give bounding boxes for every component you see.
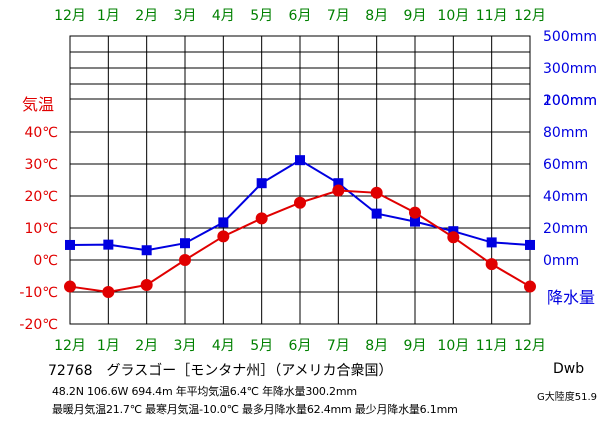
temperature-point [64, 280, 76, 293]
temperature-point [255, 212, 268, 225]
month-labels-bottom: 12月 1月 2月 3月 4月 5月 6月 7月 8月 9月 10月 11月 12月 [54, 338, 546, 354]
month-label-top: 5月 [250, 8, 273, 24]
continentality-index: G大陸度51.9 [537, 392, 598, 403]
temperature-tick-labels: 40℃ 30℃ 20℃ 10℃ 0℃ -10℃ -20℃ [19, 125, 58, 333]
precipitation-point [448, 226, 459, 237]
month-label-top: 10月 [437, 8, 469, 24]
temperature-point [332, 184, 345, 197]
month-label-bottom: 10月 [437, 338, 469, 354]
precipitation-point [103, 239, 114, 250]
precipitation-tick-label: 100mm [543, 93, 597, 109]
precipitation-tick-label: 300mm [543, 61, 597, 77]
month-label-top: 4月 [212, 8, 235, 24]
month-label-top: 8月 [365, 8, 388, 24]
station-stats-line2: 最暖月気温21.7℃ 最寒月気温-10.0℃ 最多月降水量62.4mm 最少月降… [52, 403, 458, 416]
month-label-bottom: 5月 [250, 338, 273, 354]
precipitation-tick-label: 500mm [543, 29, 597, 45]
month-label-bottom: 7月 [327, 338, 350, 354]
temperature-tick-label: 0℃ [33, 253, 58, 269]
month-label-top: 12月 [54, 8, 86, 24]
temperature-point [140, 278, 153, 291]
temperature-point [447, 231, 460, 244]
precipitation-point [180, 238, 190, 249]
month-label-top: 7月 [327, 8, 350, 24]
month-label-bottom: 3月 [174, 338, 197, 354]
climate-classification: Dwb [553, 361, 585, 377]
month-label-bottom: 9月 [404, 338, 427, 354]
precipitation-point [333, 178, 344, 189]
precipitation-tick-label: 20mm [543, 221, 588, 237]
temperature-axis-title: 気温 [22, 95, 54, 114]
month-label-top: 12月 [514, 8, 546, 24]
precipitation-tick-label: 60mm [543, 157, 588, 173]
month-label-bottom: 11月 [476, 338, 508, 354]
month-label-top: 1月 [97, 8, 120, 24]
temperature-tick-label: -20℃ [19, 317, 58, 333]
temperature-point [370, 186, 383, 199]
month-label-bottom: 1月 [97, 338, 120, 354]
month-label-top: 11月 [476, 8, 508, 24]
month-label-top: 2月 [135, 8, 158, 24]
temperature-tick-label: 20℃ [24, 189, 58, 205]
temperature-point [294, 196, 306, 209]
precipitation-point [295, 155, 305, 166]
temperature-tick-label: 30℃ [24, 157, 58, 173]
month-label-bottom: 4月 [212, 338, 235, 354]
precipitation-point [141, 245, 152, 256]
precipitation-point [410, 216, 420, 227]
temperature-tick-label: -10℃ [19, 285, 58, 301]
temperature-point [409, 206, 421, 219]
temperature-point [217, 230, 230, 243]
month-label-bottom: 2月 [135, 338, 158, 354]
month-label-top: 9月 [404, 8, 427, 24]
month-labels-top: 12月 1月 2月 3月 4月 5月 6月 7月 8月 9月 10月 11月 12月 [54, 8, 546, 24]
temperature-point [524, 280, 536, 293]
precipitation-point [256, 178, 267, 189]
temperature-point [485, 258, 498, 271]
temperature-series [64, 184, 536, 298]
month-label-bottom: 12月 [514, 338, 546, 354]
precipitation-point [218, 217, 229, 228]
month-label-bottom: 6月 [289, 338, 312, 354]
month-label-bottom: 8月 [365, 338, 388, 354]
month-label-top: 3月 [174, 8, 197, 24]
precipitation-point [65, 239, 75, 250]
precipitation-point [486, 237, 497, 248]
precipitation-series [65, 155, 535, 256]
precipitation-axis-title: 降水量 [547, 288, 595, 307]
precipitation-point [371, 208, 382, 219]
precipitation-tick-label: 0mm [543, 253, 579, 269]
month-label-bottom: 12月 [54, 338, 86, 354]
precipitation-tick-label: 40mm [543, 189, 588, 205]
station-name: 72768 グラスゴー［モンタナ州］（アメリカ合衆国） [48, 363, 393, 379]
temperature-point [102, 286, 115, 298]
precipitation-tick-label: 200mm [543, 93, 597, 109]
station-stats-line1: 48.2N 106.6W 694.4m 年平均気温6.4℃ 年降水量300.2m… [52, 385, 357, 398]
precipitation-point [525, 239, 535, 250]
precipitation-tick-label: 80mm [543, 125, 588, 141]
temperature-tick-label: 10℃ [24, 221, 58, 237]
temperature-tick-label: 40℃ [24, 125, 58, 141]
month-label-top: 6月 [289, 8, 312, 24]
chart-grid [69, 35, 531, 325]
temperature-point [179, 254, 191, 266]
